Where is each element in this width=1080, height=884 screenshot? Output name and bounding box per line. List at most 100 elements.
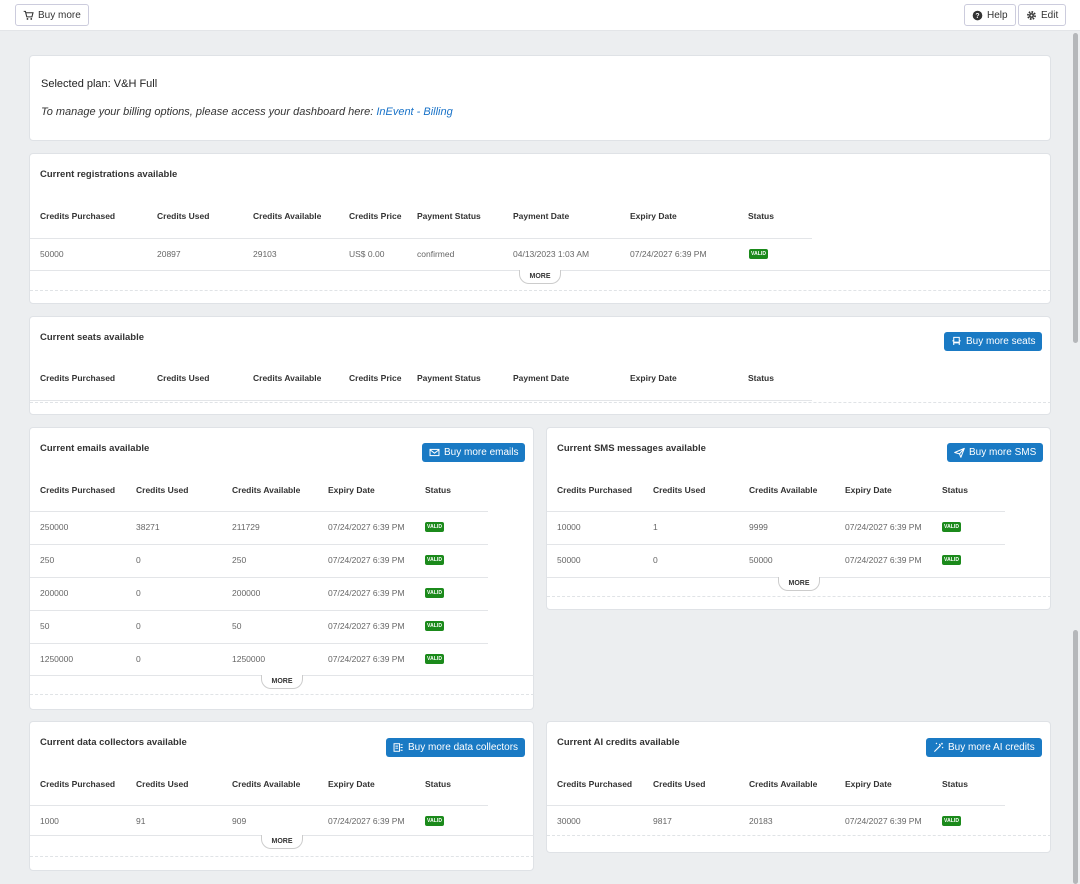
table-cell: 91 bbox=[136, 816, 146, 826]
seat-icon bbox=[952, 336, 961, 345]
dashed-divider bbox=[547, 835, 1051, 836]
table-cell: 50 bbox=[40, 621, 50, 631]
col-credits-available: Credits Available bbox=[232, 779, 301, 789]
col-expiry-date: Expiry Date bbox=[630, 373, 677, 383]
col-expiry-date: Expiry Date bbox=[328, 779, 375, 789]
status-badge: VALID bbox=[425, 522, 445, 532]
dashed-divider bbox=[30, 694, 534, 695]
buy-more-ai-credits-button[interactable]: Buy more AI credits bbox=[926, 738, 1042, 757]
table-divider bbox=[30, 544, 488, 545]
buy-more-sms-button[interactable]: Buy more SMS bbox=[947, 443, 1044, 462]
help-label: Help bbox=[987, 9, 1008, 21]
table-cell: 07/24/2027 6:39 PM bbox=[328, 588, 405, 598]
more-button[interactable]: MORE bbox=[261, 835, 303, 849]
buy-more-ai-credits-label: Buy more AI credits bbox=[948, 742, 1035, 753]
table-divider bbox=[30, 643, 488, 644]
col-credits-used: Credits Used bbox=[136, 485, 189, 495]
edit-label: Edit bbox=[1041, 9, 1059, 21]
col-credits-purchased: Credits Purchased bbox=[40, 373, 116, 383]
col-credits-price: Credits Price bbox=[349, 373, 402, 383]
buy-more-emails-label: Buy more emails bbox=[444, 447, 519, 458]
table-divider bbox=[30, 610, 488, 611]
more-button[interactable]: MORE bbox=[778, 577, 820, 591]
envelope-icon bbox=[429, 448, 440, 457]
billing-text: To manage your billing options, please a… bbox=[41, 106, 453, 118]
sms-title: Current SMS messages available bbox=[557, 443, 706, 454]
edit-button[interactable]: Edit bbox=[1018, 4, 1067, 26]
table-divider bbox=[30, 577, 488, 578]
table-cell: 20897 bbox=[157, 249, 181, 259]
billing-link[interactable]: InEvent - Billing bbox=[376, 106, 453, 118]
table-cell: 07/24/2027 6:39 PM bbox=[328, 621, 405, 631]
col-payment-status: Payment Status bbox=[417, 373, 481, 383]
more-button[interactable]: MORE bbox=[261, 675, 303, 689]
buy-more-label: Buy more bbox=[38, 9, 81, 21]
buy-more-data-collectors-button[interactable]: Buy more data collectors bbox=[386, 738, 526, 757]
table-cell: 07/24/2027 6:39 PM bbox=[845, 555, 922, 565]
table-cell: 38271 bbox=[136, 522, 160, 532]
col-status: Status bbox=[425, 485, 451, 495]
table-cell: 200000 bbox=[40, 588, 69, 598]
status-badge: VALID bbox=[425, 621, 445, 631]
col-payment-status: Payment Status bbox=[417, 211, 481, 221]
table-cell: 07/24/2027 6:39 PM bbox=[630, 249, 707, 259]
table-cell: 1 bbox=[653, 522, 658, 532]
scrollbar-thumb-lower[interactable] bbox=[1073, 630, 1078, 884]
col-credits-purchased: Credits Purchased bbox=[557, 485, 633, 495]
col-credits-available: Credits Available bbox=[232, 485, 301, 495]
col-status: Status bbox=[942, 779, 968, 789]
col-credits-purchased: Credits Purchased bbox=[40, 485, 116, 495]
table-cell: 50000 bbox=[557, 555, 581, 565]
col-status: Status bbox=[425, 779, 451, 789]
status-badge: VALID bbox=[942, 816, 962, 826]
table-cell: 200000 bbox=[232, 588, 261, 598]
emails-card: Current emails available Buy more emails… bbox=[29, 427, 534, 710]
buy-more-data-collectors-label: Buy more data collectors bbox=[408, 742, 519, 753]
buy-more-emails-button[interactable]: Buy more emails bbox=[422, 443, 526, 462]
col-credits-available: Credits Available bbox=[253, 211, 322, 221]
scrollbar[interactable] bbox=[1073, 33, 1079, 884]
table-cell: 50 bbox=[232, 621, 242, 631]
col-credits-purchased: Credits Purchased bbox=[557, 779, 633, 789]
plan-card: Selected plan: V&H Full To manage your b… bbox=[29, 55, 1051, 141]
table-cell: 9817 bbox=[653, 816, 672, 826]
col-expiry-date: Expiry Date bbox=[845, 779, 892, 789]
col-status: Status bbox=[942, 485, 968, 495]
more-button[interactable]: MORE bbox=[519, 270, 561, 284]
ai-credits-title: Current AI credits available bbox=[557, 737, 680, 748]
paper-plane-icon bbox=[954, 447, 965, 458]
col-credits-used: Credits Used bbox=[653, 779, 706, 789]
table-cell: 0 bbox=[136, 621, 141, 631]
table-cell: 0 bbox=[136, 654, 141, 664]
help-button[interactable]: ? Help bbox=[964, 4, 1016, 26]
buy-more-button[interactable]: Buy more bbox=[15, 4, 89, 26]
table-cell: confirmed bbox=[417, 249, 455, 259]
table-cell: 250000 bbox=[40, 522, 69, 532]
table-divider bbox=[30, 400, 812, 401]
table-cell: 0 bbox=[653, 555, 658, 565]
table-divider bbox=[30, 238, 812, 239]
col-credits-used: Credits Used bbox=[157, 211, 210, 221]
status-badge: VALID bbox=[942, 522, 962, 532]
magic-wand-icon bbox=[933, 742, 944, 753]
buy-more-seats-button[interactable]: Buy more seats bbox=[944, 332, 1043, 351]
table-cell: 07/24/2027 6:39 PM bbox=[845, 522, 922, 532]
table-divider bbox=[547, 511, 1005, 512]
table-cell: 07/24/2027 6:39 PM bbox=[328, 522, 405, 532]
emails-title: Current emails available bbox=[40, 443, 150, 454]
scrollbar-thumb[interactable] bbox=[1073, 33, 1078, 343]
col-credits-used: Credits Used bbox=[653, 485, 706, 495]
cart-icon bbox=[23, 10, 34, 20]
table-cell: 04/13/2023 1:03 AM bbox=[513, 249, 590, 259]
table-cell: 50000 bbox=[40, 249, 64, 259]
table-cell: 0 bbox=[136, 555, 141, 565]
table-cell: 30000 bbox=[557, 816, 581, 826]
selected-plan-text: Selected plan: V&H Full bbox=[41, 78, 158, 90]
col-credits-purchased: Credits Purchased bbox=[40, 211, 116, 221]
table-cell: 1250000 bbox=[40, 654, 74, 664]
col-credits-available: Credits Available bbox=[253, 373, 322, 383]
table-cell: US$ 0.00 bbox=[349, 249, 385, 259]
table-cell: 07/24/2027 6:39 PM bbox=[328, 816, 405, 826]
collector-icon bbox=[393, 743, 403, 752]
table-cell: 1250000 bbox=[232, 654, 266, 664]
